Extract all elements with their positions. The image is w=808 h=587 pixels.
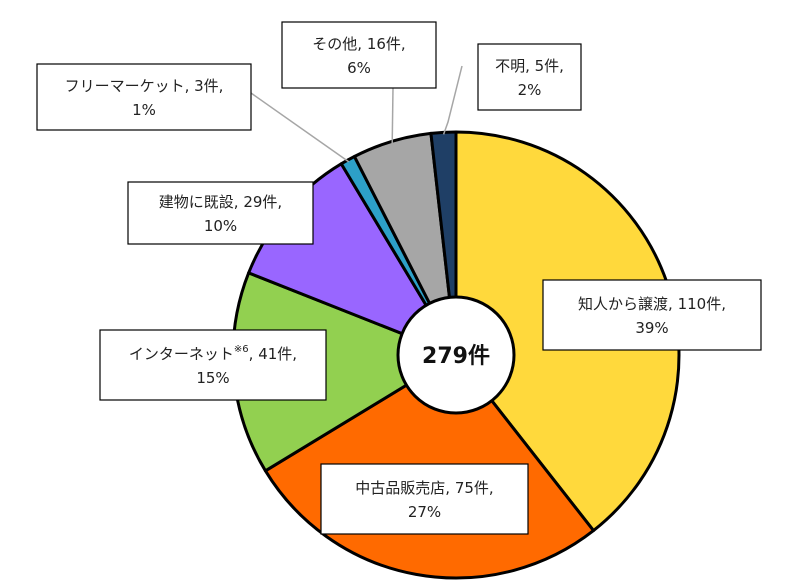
data-label-line1: 不明, 5件, <box>495 57 564 75</box>
data-label-2: インターネット※6, 41件, 15% <box>99 329 327 401</box>
data-label-1: 中古品販売店, 75件, 27% <box>320 463 529 535</box>
data-label-3: 建物に既設, 29件, 10% <box>127 181 314 245</box>
data-label-box <box>127 181 314 245</box>
data-label-4: フリーマーケット, 3件, 1% <box>36 63 252 131</box>
data-label-box <box>477 43 582 111</box>
data-label-5: その他, 16件, 6% <box>281 21 437 89</box>
data-label-percent: 27% <box>408 503 441 521</box>
data-label-percent: 6% <box>347 59 371 77</box>
data-label-percent: 39% <box>635 319 668 337</box>
data-label-percent: 2% <box>518 81 542 99</box>
data-label-box <box>281 21 437 89</box>
data-label-line1: 知人から譲渡, 110件, <box>578 295 726 313</box>
data-label-0: 知人から譲渡, 110件, 39% <box>542 279 762 351</box>
data-label-line1: その他, 16件, <box>312 35 405 53</box>
leader-lines <box>250 65 463 163</box>
data-label-6: 不明, 5件, 2% <box>477 43 582 111</box>
center-hole: 279件 <box>396 295 516 415</box>
data-label-percent: 10% <box>204 217 237 235</box>
slice-labels: 知人から譲渡, 110件, 39% 中古品販売店, 75件, 27% インターネット※6… <box>36 21 762 535</box>
data-label-line1: インターネット※6, 41件, <box>129 344 297 363</box>
data-label-line1: 中古品販売店, 75件, <box>355 479 493 497</box>
data-label-percent: 15% <box>196 369 229 387</box>
data-label-line1: フリーマーケット, 3件, <box>65 77 224 95</box>
data-label-box <box>542 279 762 351</box>
data-label-box <box>99 329 327 401</box>
data-label-percent: 1% <box>132 101 156 119</box>
center-total-label: 279件 <box>422 344 490 369</box>
data-label-line1: 建物に既設, 29件, <box>159 193 282 211</box>
data-label-box <box>36 63 252 131</box>
center-circle <box>396 295 516 415</box>
leader-line-4 <box>250 92 350 163</box>
leader-line-6 <box>442 65 463 135</box>
leader-line-5 <box>391 87 394 144</box>
data-label-box <box>320 463 529 535</box>
